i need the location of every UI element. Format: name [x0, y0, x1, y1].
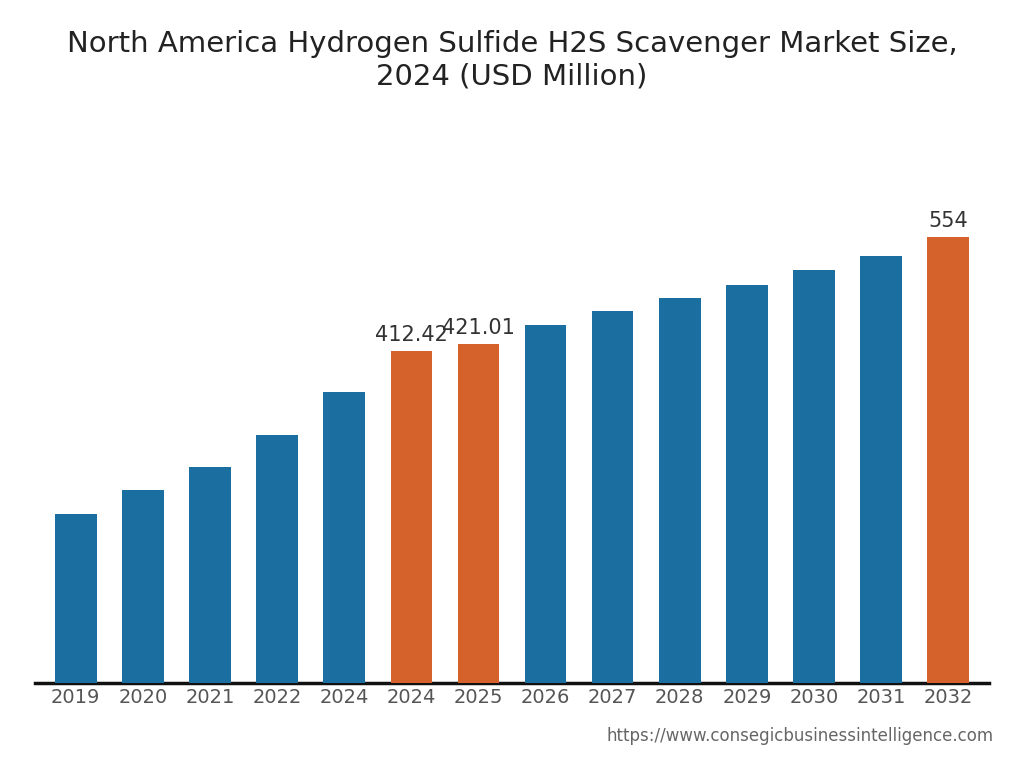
Bar: [256, 435, 298, 683]
Title: North America Hydrogen Sulfide H2S Scavenger Market Size,
2024 (USD Million): North America Hydrogen Sulfide H2S Scave…: [67, 31, 957, 91]
Bar: [592, 311, 634, 683]
Bar: [189, 467, 230, 683]
Bar: [659, 298, 700, 683]
Bar: [726, 284, 768, 683]
Bar: [794, 270, 835, 683]
Bar: [55, 514, 96, 683]
Bar: [524, 325, 566, 683]
Bar: [860, 257, 902, 683]
Text: 412.42: 412.42: [375, 325, 447, 345]
Bar: [390, 351, 432, 683]
Text: 421.01: 421.01: [442, 318, 515, 338]
Bar: [324, 392, 365, 683]
Bar: [928, 237, 969, 683]
Text: 554: 554: [929, 210, 968, 230]
Bar: [458, 344, 500, 683]
Text: https://www.consegicbusinessintelligence.com: https://www.consegicbusinessintelligence…: [606, 727, 993, 745]
Bar: [122, 490, 164, 683]
